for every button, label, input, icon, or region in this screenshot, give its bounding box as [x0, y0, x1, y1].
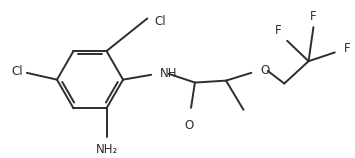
- Text: NH₂: NH₂: [95, 143, 118, 156]
- Text: Cl: Cl: [154, 15, 166, 27]
- Text: F: F: [310, 10, 317, 23]
- Text: NH: NH: [160, 67, 178, 80]
- Text: O: O: [260, 64, 269, 77]
- Text: F: F: [275, 24, 282, 37]
- Text: O: O: [185, 118, 194, 131]
- Text: Cl: Cl: [11, 65, 23, 78]
- Text: F: F: [344, 42, 350, 55]
